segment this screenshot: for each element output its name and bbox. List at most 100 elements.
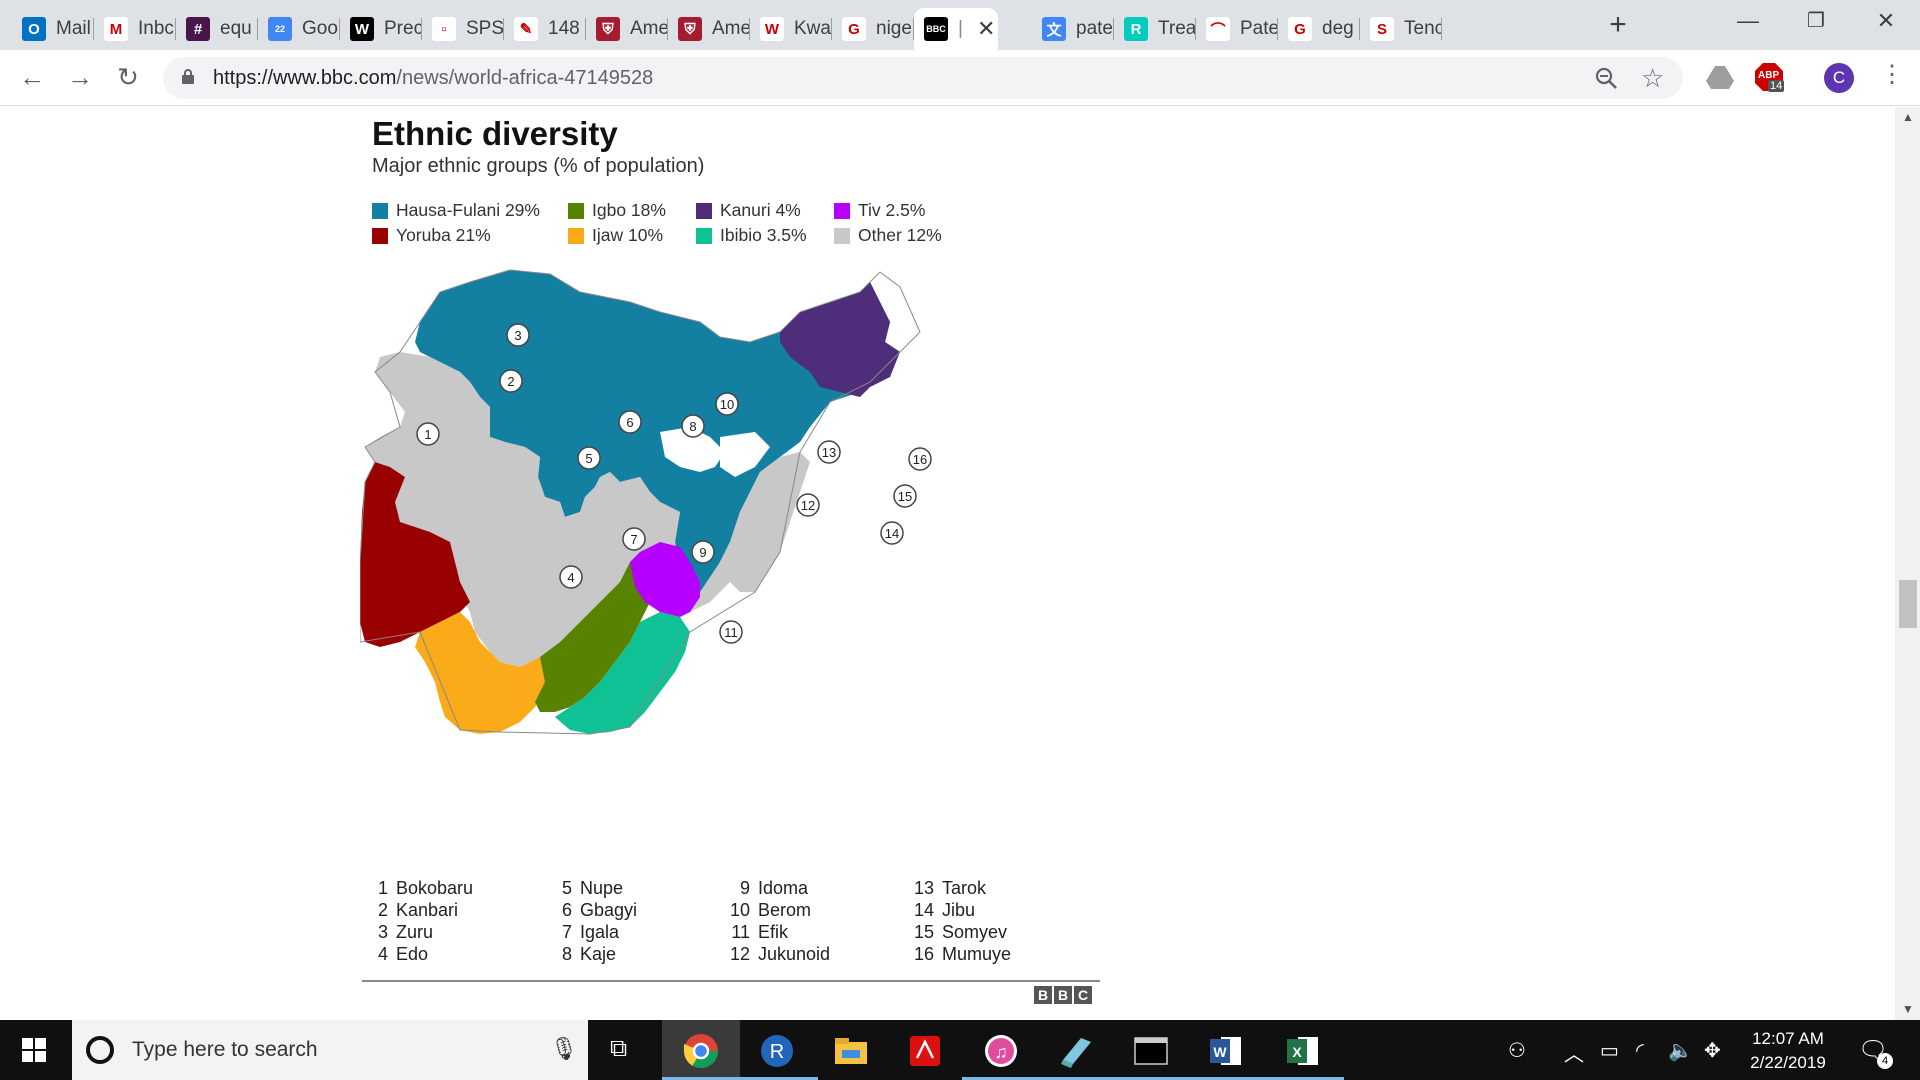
key-entry: 7 Igala <box>546 922 619 943</box>
key-entry: 8 Kaje <box>546 944 616 965</box>
legend-item: Igbo 18% <box>568 200 666 221</box>
volume-icon[interactable]: 🔈 <box>1668 1040 1693 1062</box>
close-tab-icon[interactable]: ✕ <box>976 16 996 41</box>
notepad-app-icon[interactable] <box>1055 1030 1097 1072</box>
scrollbar-track[interactable] <box>1895 107 1920 1020</box>
address-bar[interactable]: https://www.bbc.com/news/world-africa-47… <box>163 57 1683 99</box>
key-name: Idoma <box>758 878 809 898</box>
key-name: Edo <box>396 944 429 964</box>
tab-label: Goo <box>302 18 338 39</box>
region-other <box>365 352 810 667</box>
reload-icon[interactable]: ↻ <box>117 62 139 92</box>
tab-3[interactable]: # equ <box>176 8 258 50</box>
tab-1[interactable]: O Mail <box>12 8 94 50</box>
running-app-indicator <box>962 1077 1040 1080</box>
tab-17[interactable]: S Tenc <box>1360 8 1442 50</box>
restore-button[interactable]: ❐ <box>1807 10 1825 32</box>
tab-14[interactable]: R Trea <box>1114 8 1196 50</box>
key-number: 1 <box>377 878 388 898</box>
map-marker-7: 7 <box>622 527 646 551</box>
harvard-shield-icon: ⛨ <box>678 17 702 41</box>
legend-swatch <box>568 227 584 244</box>
close-window-button[interactable]: ✕ <box>1876 8 1896 33</box>
key-name: Jibu <box>942 900 976 920</box>
google-drive-icon[interactable] <box>1706 65 1734 89</box>
legend-swatch <box>834 227 850 244</box>
tab-divider: | <box>958 18 963 39</box>
tab-7[interactable]: ✎ 148 <box>504 8 586 50</box>
microphone-icon[interactable]: 🎙 <box>550 1036 578 1061</box>
tab-6[interactable]: ▫ SPSS <box>422 8 504 50</box>
wifi-icon[interactable]: ◜ <box>1636 1040 1644 1062</box>
r-app-icon[interactable]: R <box>756 1030 798 1072</box>
key-name: Bokobaru <box>396 878 474 898</box>
task-view-icon[interactable]: ⧉ <box>610 1035 628 1062</box>
water-patch <box>755 552 790 597</box>
legend-item: Other 12% <box>834 225 942 246</box>
file-explorer-icon[interactable] <box>830 1030 872 1072</box>
tab-15[interactable]: ⌒ Pate <box>1196 8 1278 50</box>
new-tab-button[interactable]: + <box>1609 8 1627 41</box>
tab-13[interactable]: 文 pate <box>1032 8 1114 50</box>
command-prompt-icon[interactable] <box>1130 1030 1172 1072</box>
tab-9[interactable]: ⛨ Ame <box>668 8 750 50</box>
tab-label: equ <box>220 18 252 39</box>
word-icon[interactable]: W <box>1205 1030 1247 1072</box>
key-name: Kaje <box>580 944 617 964</box>
svg-text:13: 13 <box>822 445 836 460</box>
key-name: Mumuye <box>942 944 1012 964</box>
key-entry: 10 Berom <box>724 900 811 921</box>
scroll-down-arrow-icon[interactable]: ▼ <box>1902 1002 1914 1016</box>
battery-icon[interactable]: ▭ <box>1600 1040 1619 1062</box>
show-hidden-icons-chevron-icon[interactable]: ︿ <box>1564 1044 1584 1066</box>
zoom-icon[interactable] <box>1593 65 1619 91</box>
taskbar-clock[interactable]: 12:07 AM 2/22/2019 <box>1718 1027 1858 1075</box>
legend-item: Tiv 2.5% <box>834 200 925 221</box>
legend-item: Ijaw 10% <box>568 225 663 246</box>
tab-2[interactable]: M Inbc <box>94 8 176 50</box>
tab-separator <box>1195 18 1196 40</box>
svg-text:R: R <box>770 1041 784 1063</box>
tab-5[interactable]: W Prec <box>340 8 422 50</box>
excel-icon[interactable]: X <box>1282 1030 1324 1072</box>
tab-label: Pate <box>1240 18 1278 39</box>
bbc-logo: B B C <box>1034 986 1092 1004</box>
itunes-icon[interactable]: ♫ <box>980 1030 1022 1072</box>
tencent-icon: S <box>1370 17 1394 41</box>
running-app-indicator <box>740 1077 818 1080</box>
scroll-up-arrow-icon[interactable]: ▲ <box>1902 110 1914 124</box>
svg-text:5: 5 <box>585 451 592 466</box>
dropbox-icon[interactable]: ✥ <box>1704 1040 1721 1062</box>
tab-separator <box>913 18 914 40</box>
tab-8[interactable]: ⛨ Ame <box>586 8 668 50</box>
svg-text:16: 16 <box>913 452 927 467</box>
minimize-button[interactable]: — <box>1737 8 1759 33</box>
tab-10[interactable]: W Kwa <box>750 8 832 50</box>
scrollbar-thumb[interactable] <box>1899 580 1917 628</box>
back-arrow-icon[interactable]: ← <box>19 62 45 92</box>
people-icon[interactable]: ⚇ <box>1508 1040 1526 1062</box>
water-patch <box>870 272 920 337</box>
legend-swatch <box>834 202 850 219</box>
forward-arrow-icon[interactable]: → <box>67 62 93 92</box>
acrobat-icon[interactable] <box>904 1030 946 1072</box>
clock-time: 12:07 AM <box>1752 1029 1824 1048</box>
browser-toolbar: ← → ↻ https://www.bbc.com/news/world-afr… <box>0 50 1920 106</box>
bookmark-star-icon[interactable]: ☆ <box>1641 63 1665 93</box>
tab-12[interactable]: BBC | ✕ <box>914 8 998 50</box>
tab-4[interactable]: 22 Goo <box>258 8 340 50</box>
taskbar-search-placeholder: Type here to search <box>132 1038 318 1061</box>
harvard-shield-icon: ⛨ <box>596 17 620 41</box>
menu-kebab-icon[interactable]: ⋮ <box>1880 61 1904 88</box>
windows-start-icon[interactable] <box>22 1038 46 1062</box>
adblock-extension[interactable]: ABP 14 <box>1754 62 1785 92</box>
key-number: 6 <box>561 900 572 920</box>
key-name: Gbagyi <box>580 900 638 920</box>
legend-item: Ibibio 3.5% <box>696 225 807 246</box>
taskbar-search-box[interactable]: Type here to search 🎙 <box>72 1020 588 1080</box>
tab-label: Mail <box>56 18 91 39</box>
profile-avatar[interactable]: C <box>1824 63 1854 93</box>
